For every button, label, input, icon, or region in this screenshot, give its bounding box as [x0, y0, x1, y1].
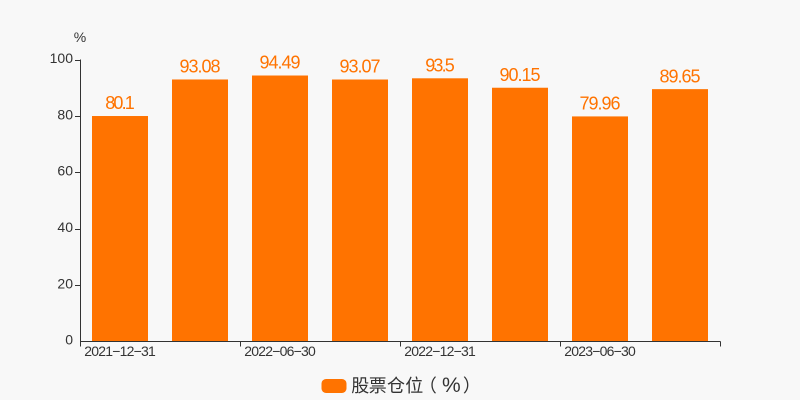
svg-text:40: 40 — [57, 219, 73, 235]
svg-text:93.07: 93.07 — [340, 57, 381, 77]
svg-text:93.08: 93.08 — [180, 57, 221, 77]
svg-text:80.1: 80.1 — [105, 93, 135, 113]
svg-text:80: 80 — [57, 106, 73, 122]
svg-text:2023−06−30: 2023−06−30 — [564, 343, 636, 359]
svg-text:79.96: 79.96 — [580, 94, 621, 114]
svg-text:60: 60 — [57, 163, 73, 179]
svg-text:2021−12−31: 2021−12−31 — [84, 343, 156, 359]
svg-text:20: 20 — [57, 275, 73, 291]
svg-text:2022−06−30: 2022−06−30 — [244, 343, 316, 359]
svg-text:2022−12−31: 2022−12−31 — [404, 343, 476, 359]
svg-text:%: % — [74, 29, 86, 45]
svg-text:94.49: 94.49 — [260, 53, 301, 73]
svg-text:89.65: 89.65 — [660, 66, 701, 86]
svg-text:93.5: 93.5 — [425, 56, 455, 76]
svg-text:100: 100 — [50, 50, 74, 66]
svg-text:0: 0 — [65, 332, 73, 348]
svg-text:股票仓位（%）: 股票仓位（%） — [351, 374, 481, 397]
svg-text:90.15: 90.15 — [500, 65, 541, 85]
